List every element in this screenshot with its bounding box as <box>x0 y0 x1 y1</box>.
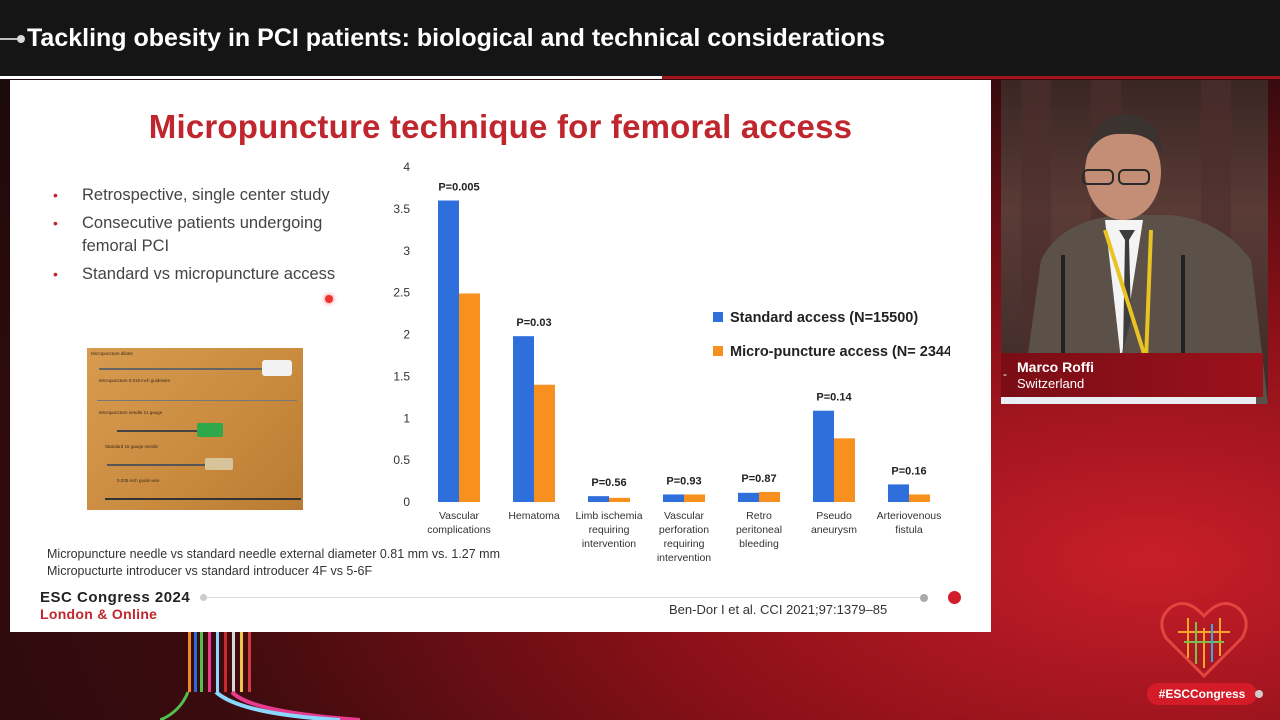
speaker-name: Marco Roffi <box>1017 359 1094 375</box>
y-tick-label: 0 <box>403 495 410 509</box>
bar <box>459 293 480 502</box>
photo-caption: Micropuncture needle 21 gauge <box>99 410 163 415</box>
laser-pointer-icon <box>325 295 333 303</box>
divider-dot-icon <box>200 594 207 601</box>
p-value-label: P=0.03 <box>516 317 551 329</box>
p-value-label: P=0.16 <box>891 465 926 477</box>
photo-caption: Micropuncture 0.018 inch guidewire <box>99 378 171 383</box>
esc-heart-logo <box>1160 602 1248 679</box>
bar <box>738 492 759 502</box>
p-value-label: P=0.005 <box>438 182 479 194</box>
complications-bar-chart: 0 0.5 1 1.5 2 2.5 3 3.5 4 P=0.005 Vascular complica… <box>393 160 950 564</box>
y-tick-label: 2 <box>403 328 410 342</box>
legend-label: Standard access (N=15500) <box>730 310 918 326</box>
brand-location: London & Online <box>40 606 158 622</box>
legend-label: Micro-puncture access (N= 2344) <box>730 344 950 360</box>
bar <box>609 497 630 502</box>
p-value-label: P=0.56 <box>591 477 626 489</box>
presentation-slide: Micropuncture technique for femoral acce… <box>10 80 991 632</box>
bar <box>888 484 909 502</box>
x-category-label: requiring <box>589 524 630 536</box>
x-category-label: Vascular <box>439 510 480 522</box>
footnote: Micropuncture needle vs standard needle … <box>47 546 500 580</box>
broadcast-title: Tackling obesity in PCI patients: biolog… <box>27 24 886 52</box>
x-category-label: Vascular <box>664 510 705 522</box>
bullet-icon: • <box>53 187 58 203</box>
bullet-list: • Retrospective, single center study • Con… <box>48 184 348 291</box>
y-tick-label: 1 <box>403 411 410 425</box>
x-category-label: Arteriovenous <box>877 510 942 522</box>
title-underline <box>0 76 662 79</box>
x-category-label: intervention <box>657 552 711 564</box>
hashtag-dot-icon <box>1255 690 1263 698</box>
y-tick-label: 1.5 <box>393 369 410 383</box>
y-tick-label: 0.5 <box>393 453 410 467</box>
divider-red-dot-icon <box>948 591 961 604</box>
bullet-item: • Standard vs micropuncture access <box>48 263 348 286</box>
divider-end-dot-icon <box>920 594 928 602</box>
slide-title: Micropuncture technique for femoral acce… <box>148 108 853 145</box>
legend-swatch <box>713 346 723 356</box>
bar <box>534 384 555 502</box>
photo-caption: Micropuncture dilator <box>91 351 134 356</box>
title-connector-icon <box>0 35 25 43</box>
x-category-label: bleeding <box>739 538 779 550</box>
x-category-label: fistula <box>895 524 923 536</box>
slide-footer-divider <box>202 597 924 598</box>
p-value-label: P=0.93 <box>666 475 701 487</box>
bullet-icon: • <box>53 215 58 231</box>
x-category-label: peritoneal <box>736 524 782 536</box>
x-category-label: intervention <box>582 538 636 550</box>
p-value-label: P=0.14 <box>816 392 852 404</box>
bar <box>813 410 834 502</box>
x-category-label: complications <box>427 524 491 536</box>
footnote-line: Micropucturte introducer vs standard int… <box>47 564 373 578</box>
photo-caption: 0.035 inch guide wire <box>117 478 160 483</box>
photo-caption: Standard 18 gauge needle <box>105 444 159 449</box>
bar <box>834 438 855 502</box>
bar <box>684 494 705 502</box>
y-tick-label: 3 <box>403 244 410 258</box>
speaker-country: Switzerland <box>1017 376 1085 391</box>
y-tick-label: 4 <box>403 160 410 174</box>
p-value-label: P=0.87 <box>741 473 776 485</box>
lower-third-underline <box>1001 397 1256 404</box>
bar <box>438 200 459 502</box>
bullet-item: • Retrospective, single center study <box>48 184 348 207</box>
bar <box>909 494 930 502</box>
bar <box>663 494 684 502</box>
micropuncture-kit-photo: Micropuncture dilator Micropuncture 0.01… <box>87 348 303 510</box>
citation: Ben-Dor I et al. CCI 2021;97:1379–85 <box>669 602 888 617</box>
x-category-label: Limb ischemia <box>575 510 642 522</box>
bullet-icon: • <box>53 266 58 282</box>
bar <box>513 336 534 502</box>
brand-name: ESC Congress 2024 <box>40 589 191 606</box>
title-underline-accent <box>662 76 1280 79</box>
y-tick-label: 2.5 <box>393 286 410 300</box>
x-category-label: perforation <box>659 524 709 536</box>
x-category-label: Pseudo <box>816 510 852 522</box>
bar <box>759 491 780 502</box>
floor-lines <box>160 632 360 720</box>
esc-congress-brand: ESC Congress 2024 London & Online <box>40 589 190 622</box>
x-category-label: requiring <box>664 538 705 550</box>
footnote-line: Micropuncture needle vs standard needle … <box>47 547 501 561</box>
legend-swatch <box>713 312 723 322</box>
x-category-label: Retro <box>746 510 772 522</box>
x-category-label: aneurysm <box>811 524 857 536</box>
x-category-label: Hematoma <box>508 510 560 522</box>
broadcast-title-bar: Tackling obesity in PCI patients: biolog… <box>0 0 1280 76</box>
speaker-lower-third: - Marco Roffi Switzerland <box>1001 353 1263 397</box>
hashtag-badge: #ESCCongress <box>1147 683 1257 705</box>
y-tick-label: 3.5 <box>393 202 410 216</box>
bullet-item: • Consecutive patients undergoing femoral… <box>53 214 323 255</box>
bar <box>588 496 609 502</box>
